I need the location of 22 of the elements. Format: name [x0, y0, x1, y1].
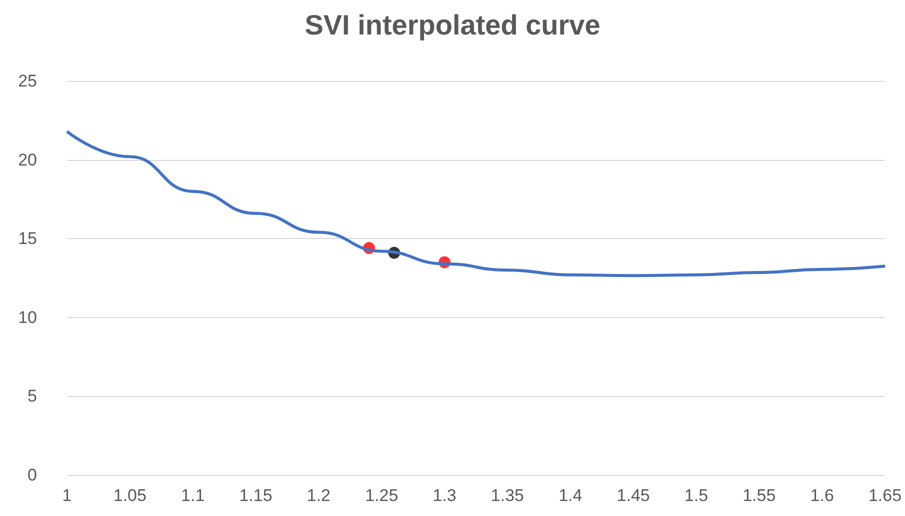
x-tick-label: 1.45: [616, 486, 650, 505]
y-tick-label: 10: [18, 308, 37, 327]
x-tick-label: 1.1: [181, 486, 205, 505]
x-tick-label: 1.2: [306, 486, 331, 505]
chart-title: SVI interpolated curve: [304, 10, 600, 40]
y-tick-label: 15: [18, 229, 37, 248]
line-series: [66, 130, 886, 278]
y-tick-label: 5: [28, 386, 37, 406]
x-tick-label: 1.55: [742, 486, 776, 505]
x-tick-label: 1.5: [684, 486, 708, 505]
x-tick-label: 1.15: [239, 486, 272, 505]
x-tick-label: 1.4: [558, 486, 582, 505]
x-tick-label: 1.6: [810, 486, 834, 505]
x-tick-label: 1.35: [490, 486, 524, 505]
x-tick-label: 1.65: [868, 486, 902, 505]
y-tick-label: 20: [18, 150, 37, 170]
x-tick-label: 1.25: [365, 486, 398, 505]
x-tick-label: 1.05: [113, 486, 146, 505]
y-tick-label: 25: [18, 72, 37, 90]
x-tick-label: 1.3: [432, 486, 456, 505]
x-tick-label: 1: [62, 486, 72, 505]
y-tick-label: 0: [28, 466, 37, 484]
